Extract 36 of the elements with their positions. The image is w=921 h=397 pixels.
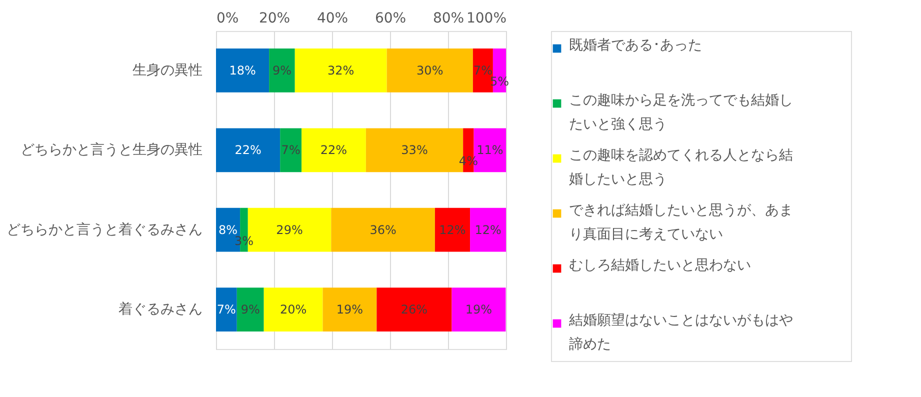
y-tick-label: 生身の異性 <box>132 62 202 78</box>
data-label: 12% <box>439 222 466 237</box>
data-label: 9% <box>240 302 260 317</box>
data-label: 36% <box>370 222 396 237</box>
y-tick-label: どちらかと言うと生身の異性 <box>20 142 202 158</box>
data-label: 22% <box>234 143 262 158</box>
legend-label: この趣味から足を洗ってでも結婚したいと強く思う <box>569 92 793 132</box>
legend-label: むしろ結婚したいと思わない <box>569 258 751 274</box>
data-label: 7% <box>281 143 300 158</box>
data-label: 7% <box>473 63 492 78</box>
data-label: 19% <box>465 302 492 317</box>
legend-label: 既婚者である･あった <box>569 38 702 54</box>
y-tick-label: どちらかと言うと着ぐるみさん <box>6 222 202 238</box>
data-label: 9% <box>272 63 292 78</box>
data-label: 11% <box>476 143 504 158</box>
data-label: 26% <box>400 302 428 317</box>
x-tick-label: 100% <box>466 10 506 26</box>
data-label: 20% <box>280 302 307 317</box>
data-label: 18% <box>229 63 256 78</box>
data-label: 32% <box>328 63 354 78</box>
legend-label: この趣味を認めてくれる人となら結婚したいと思う <box>569 148 793 188</box>
x-tick-label: 80% <box>432 10 464 26</box>
data-label: 19% <box>336 302 364 317</box>
x-tick-label: 60% <box>374 10 406 26</box>
legend-label: 結婚願望はないことはないがもはや諦めた <box>568 312 793 352</box>
legend-label: できれば結婚したいと思うが、あまり真面目に考えていない <box>569 202 793 242</box>
x-tick-label: 20% <box>258 10 290 26</box>
data-label: 22% <box>320 143 348 158</box>
data-label: 30% <box>416 63 444 78</box>
x-tick-label: 0% <box>216 10 239 26</box>
y-tick-label: 着ぐるみさん <box>118 302 202 318</box>
x-tick-label: 40% <box>316 10 348 26</box>
data-label: 33% <box>401 143 428 158</box>
data-label: 12% <box>474 222 502 237</box>
data-label: 29% <box>276 222 303 237</box>
data-label: 7% <box>216 302 236 317</box>
